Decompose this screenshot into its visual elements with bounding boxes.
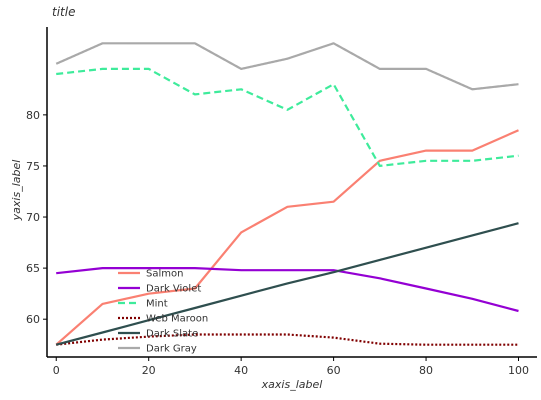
legend-label-web-maroon: Web Maroon (146, 314, 208, 325)
y-tick-label: 65 (26, 262, 40, 275)
series-line-salmon (55, 129, 519, 346)
legend-label-salmon: Salmon (146, 269, 183, 280)
x-axis-title: xaxis_label (261, 378, 323, 391)
series-line-web-maroon (56, 333, 519, 346)
x-tick-label: 40 (234, 364, 248, 377)
series-line-dark-violet (56, 267, 519, 313)
y-tick-label: 70 (26, 211, 40, 224)
x-tick-label: 0 (53, 364, 60, 377)
legend-label-dark-slate: Dark Slate (146, 329, 198, 340)
x-tick-label: 60 (327, 364, 341, 377)
series-line-dark-slate (55, 222, 519, 346)
y-tick-label: 60 (26, 313, 40, 326)
x-tick-label: 20 (142, 364, 156, 377)
legend-label-dark-gray: Dark Gray (146, 344, 197, 355)
y-tick-label: 75 (26, 160, 40, 173)
y-axis-title: yaxis_label (10, 160, 23, 222)
legend-label-dark-violet: Dark Violet (146, 284, 201, 295)
chart-title: title (52, 5, 75, 19)
x-tick-label: 100 (508, 364, 529, 377)
series-line-dark-gray (55, 42, 519, 91)
series-line-mint (56, 67, 519, 167)
plot-area: 60 65 70 75 80 0 20 40 60 80 100 Salmon Dark Violet M… (26, 27, 537, 377)
x-tick-label: 80 (419, 364, 433, 377)
y-tick-label: 80 (26, 109, 40, 122)
legend-label-mint: Mint (146, 299, 168, 310)
